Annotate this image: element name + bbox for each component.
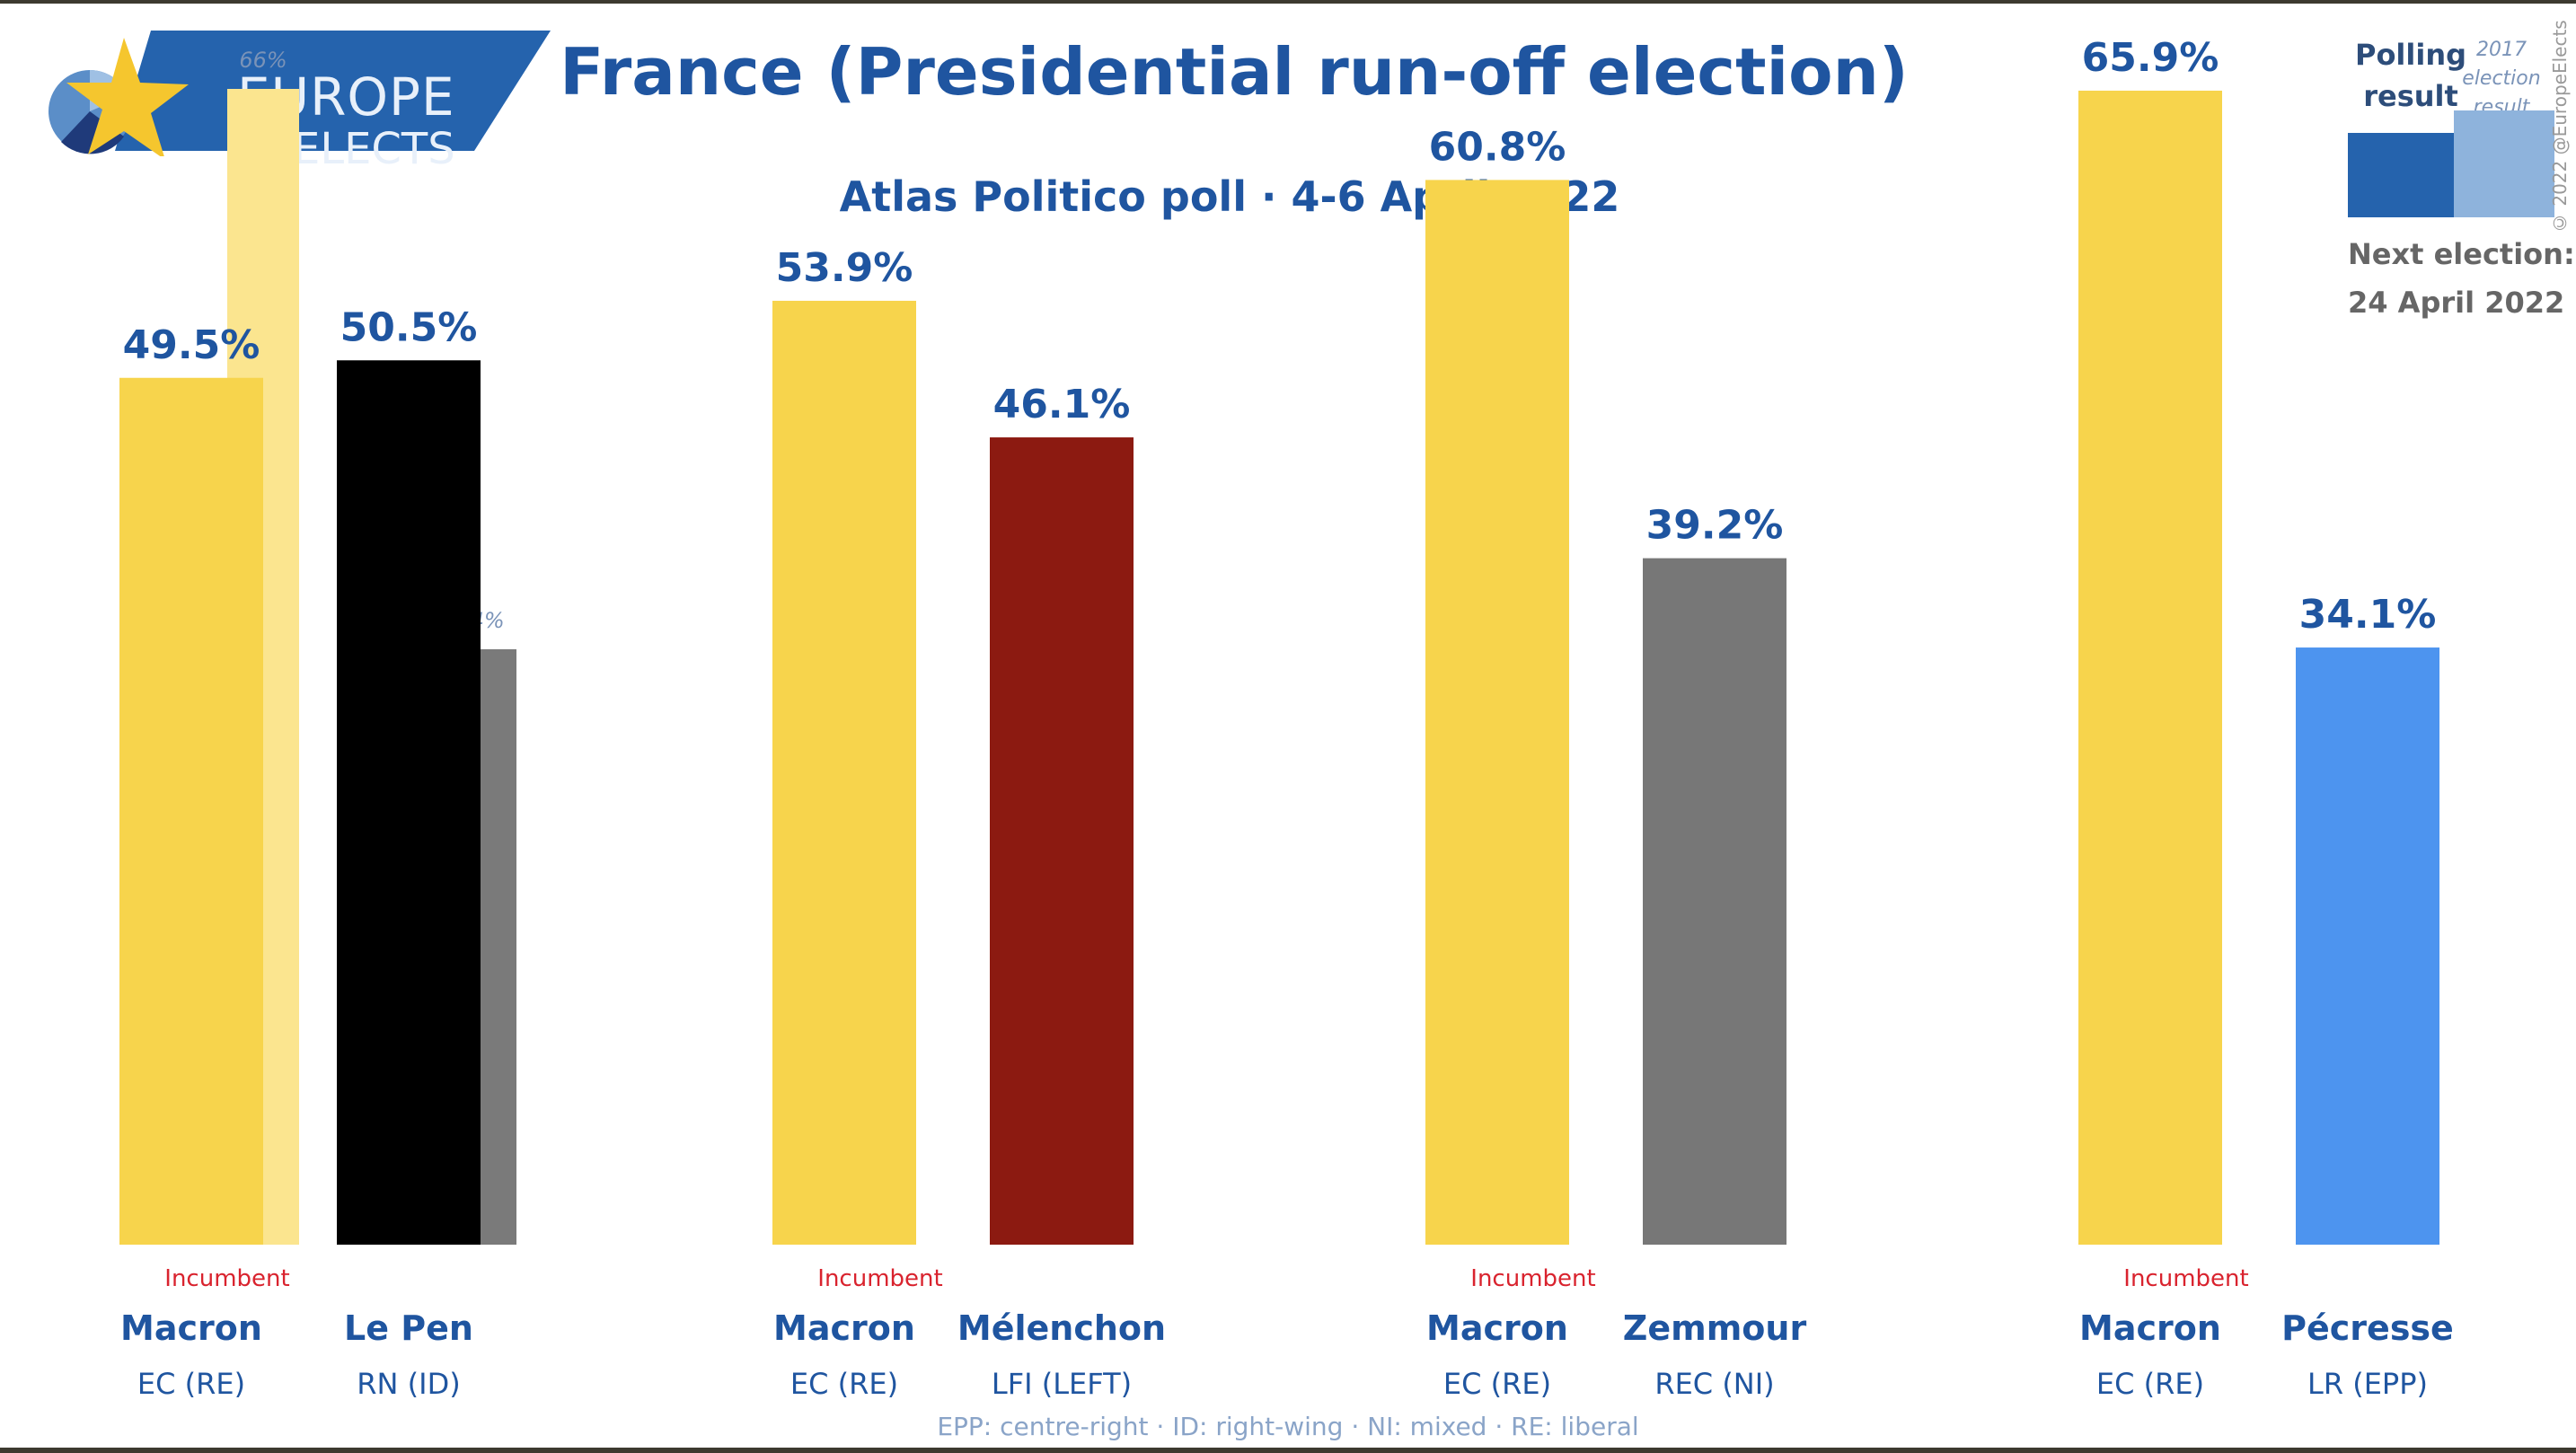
bar-macron (2078, 90, 2222, 1246)
candidate-name: Mélenchon (957, 1308, 1166, 1348)
legend: Polling result 2017 election result Next… (2335, 27, 2576, 323)
bar-mélenchon (990, 437, 1134, 1245)
candidate-name: Pécresse (2281, 1308, 2454, 1348)
bar-le-pen (337, 360, 481, 1245)
bar-value-label: 46.1% (993, 382, 1131, 427)
bar-value-label: 39.2% (1646, 503, 1784, 549)
candidate-party: EC (RE) (790, 1367, 898, 1401)
bar-value-label: 53.9% (776, 245, 913, 291)
bar-value-label: 50.5% (340, 304, 478, 350)
bar-macron (1425, 180, 1569, 1245)
logo-graphic (49, 31, 551, 160)
bar-value-label: 65.9% (2082, 35, 2219, 81)
next-election-label: Next election: (2348, 237, 2575, 271)
legend-2017-swatch (2454, 110, 2554, 217)
candidate-party: RN (ID) (357, 1367, 460, 1401)
incumbent-label: Incumbent (817, 1265, 942, 1292)
legend-polling-label: Polling result (2354, 38, 2467, 113)
candidate-party: LR (EPP) (2307, 1367, 2428, 1401)
legend-polling-swatch (2348, 133, 2454, 217)
candidate-name: Macron (2079, 1308, 2221, 1348)
candidate-party: LFI (LEFT) (992, 1367, 1132, 1401)
footnote: EPP: centre-right · ID: right-wing · NI:… (937, 1412, 1639, 1441)
top-border (0, 0, 2576, 4)
candidate-party: REC (NI) (1654, 1367, 1774, 1401)
bar-zemmour (1643, 558, 1786, 1245)
candidate-name: Le Pen (344, 1308, 473, 1348)
europe-elects-logo: EUROPE ELECTS (25, 31, 564, 174)
bar-2017-label: 66% (239, 48, 287, 73)
candidate-party: EC (RE) (137, 1367, 245, 1401)
bar-value-label: 34.1% (2299, 592, 2437, 638)
logo-star-icon (66, 38, 189, 160)
candidate-name: Zemmour (1623, 1308, 1807, 1348)
logo-line2: ELECTS (293, 124, 455, 174)
candidate-party: EC (RE) (1443, 1367, 1551, 1401)
next-election-date: 24 April 2022 (2348, 286, 2565, 320)
bar-pécresse (2296, 647, 2439, 1245)
incumbent-label: Incumbent (1470, 1265, 1595, 1292)
candidate-name: Macron (773, 1308, 915, 1348)
bottom-border (0, 1448, 2576, 1453)
bar-macron (772, 300, 916, 1246)
logo-banner (115, 31, 551, 151)
candidate-name: Macron (1426, 1308, 1568, 1348)
legend-2017-label: 2017 election result (2462, 39, 2541, 119)
bar-value-label: 49.5% (123, 322, 260, 368)
incumbent-label: Incumbent (164, 1265, 289, 1292)
candidate-name: Macron (120, 1308, 262, 1348)
bar-macron (119, 377, 263, 1245)
chart-title: France (Presidential run-off election) (560, 34, 1909, 110)
incumbent-label: Incumbent (2123, 1265, 2248, 1292)
next-election: Next election: 24 April 2022 (2348, 230, 2575, 327)
bar-value-label: 60.8% (1429, 124, 1566, 170)
candidate-party: EC (RE) (2096, 1367, 2204, 1401)
